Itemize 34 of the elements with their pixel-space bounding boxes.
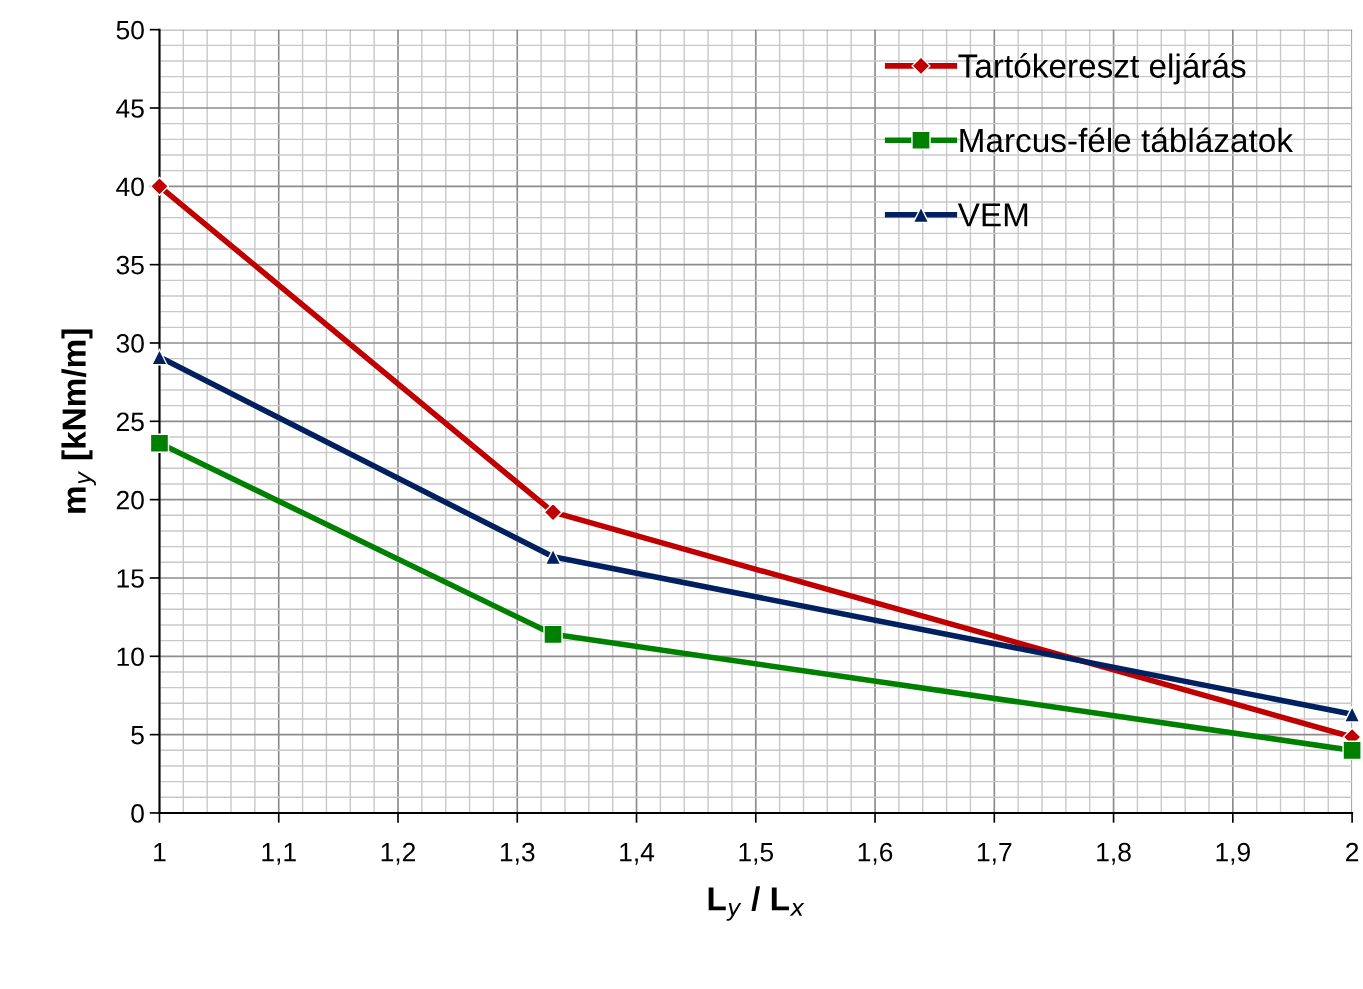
point	[149, 433, 170, 453]
y-tick-label: 35	[116, 255, 144, 275]
point	[151, 348, 168, 366]
y-tick-label: 50	[116, 20, 144, 40]
x-tick-label: 1,7	[977, 843, 1012, 865]
x-tick-label: 2	[1346, 842, 1359, 862]
y-axis-title: m$_{y}$ [kNm/m]	[61, 329, 96, 513]
x-tick-label: 1,2	[381, 842, 416, 865]
point	[543, 624, 563, 645]
y-tick-label: 25	[116, 412, 144, 432]
y-tick-label: 15	[117, 569, 144, 588]
x-tick-label: 1,4	[620, 843, 655, 865]
x-tick-label: 1,5	[739, 843, 774, 865]
legend-label: Marcus-féle táblázatok	[960, 127, 1294, 153]
point	[543, 502, 563, 522]
y-tick-label: 10	[117, 647, 144, 667]
x-tick-label: 1,9	[1216, 842, 1250, 865]
x-axis-title: L$_{y}$ / L$_{x}$	[708, 886, 805, 921]
point	[1342, 740, 1362, 761]
x-tick-label: 1,3	[500, 842, 535, 865]
y-tick-label: 40	[116, 177, 144, 197]
x-tick-label: 1	[154, 843, 166, 862]
legend-label: Tartókereszt eljárás	[958, 53, 1246, 85]
y-tick-label: 30	[116, 334, 144, 353]
legend-label: VEM	[957, 203, 1028, 227]
y-tick-label: 0	[131, 804, 144, 823]
y-tick-label: 45	[116, 99, 144, 118]
point	[149, 176, 170, 196]
point	[1343, 705, 1361, 723]
x-tick-label: 1,1	[262, 843, 296, 865]
x-tick-label: 1,8	[1097, 842, 1131, 865]
x-tick-label: 1,6	[858, 842, 893, 865]
y-tick-label: 20	[116, 490, 144, 510]
y-tick-label: 5	[131, 726, 144, 745]
